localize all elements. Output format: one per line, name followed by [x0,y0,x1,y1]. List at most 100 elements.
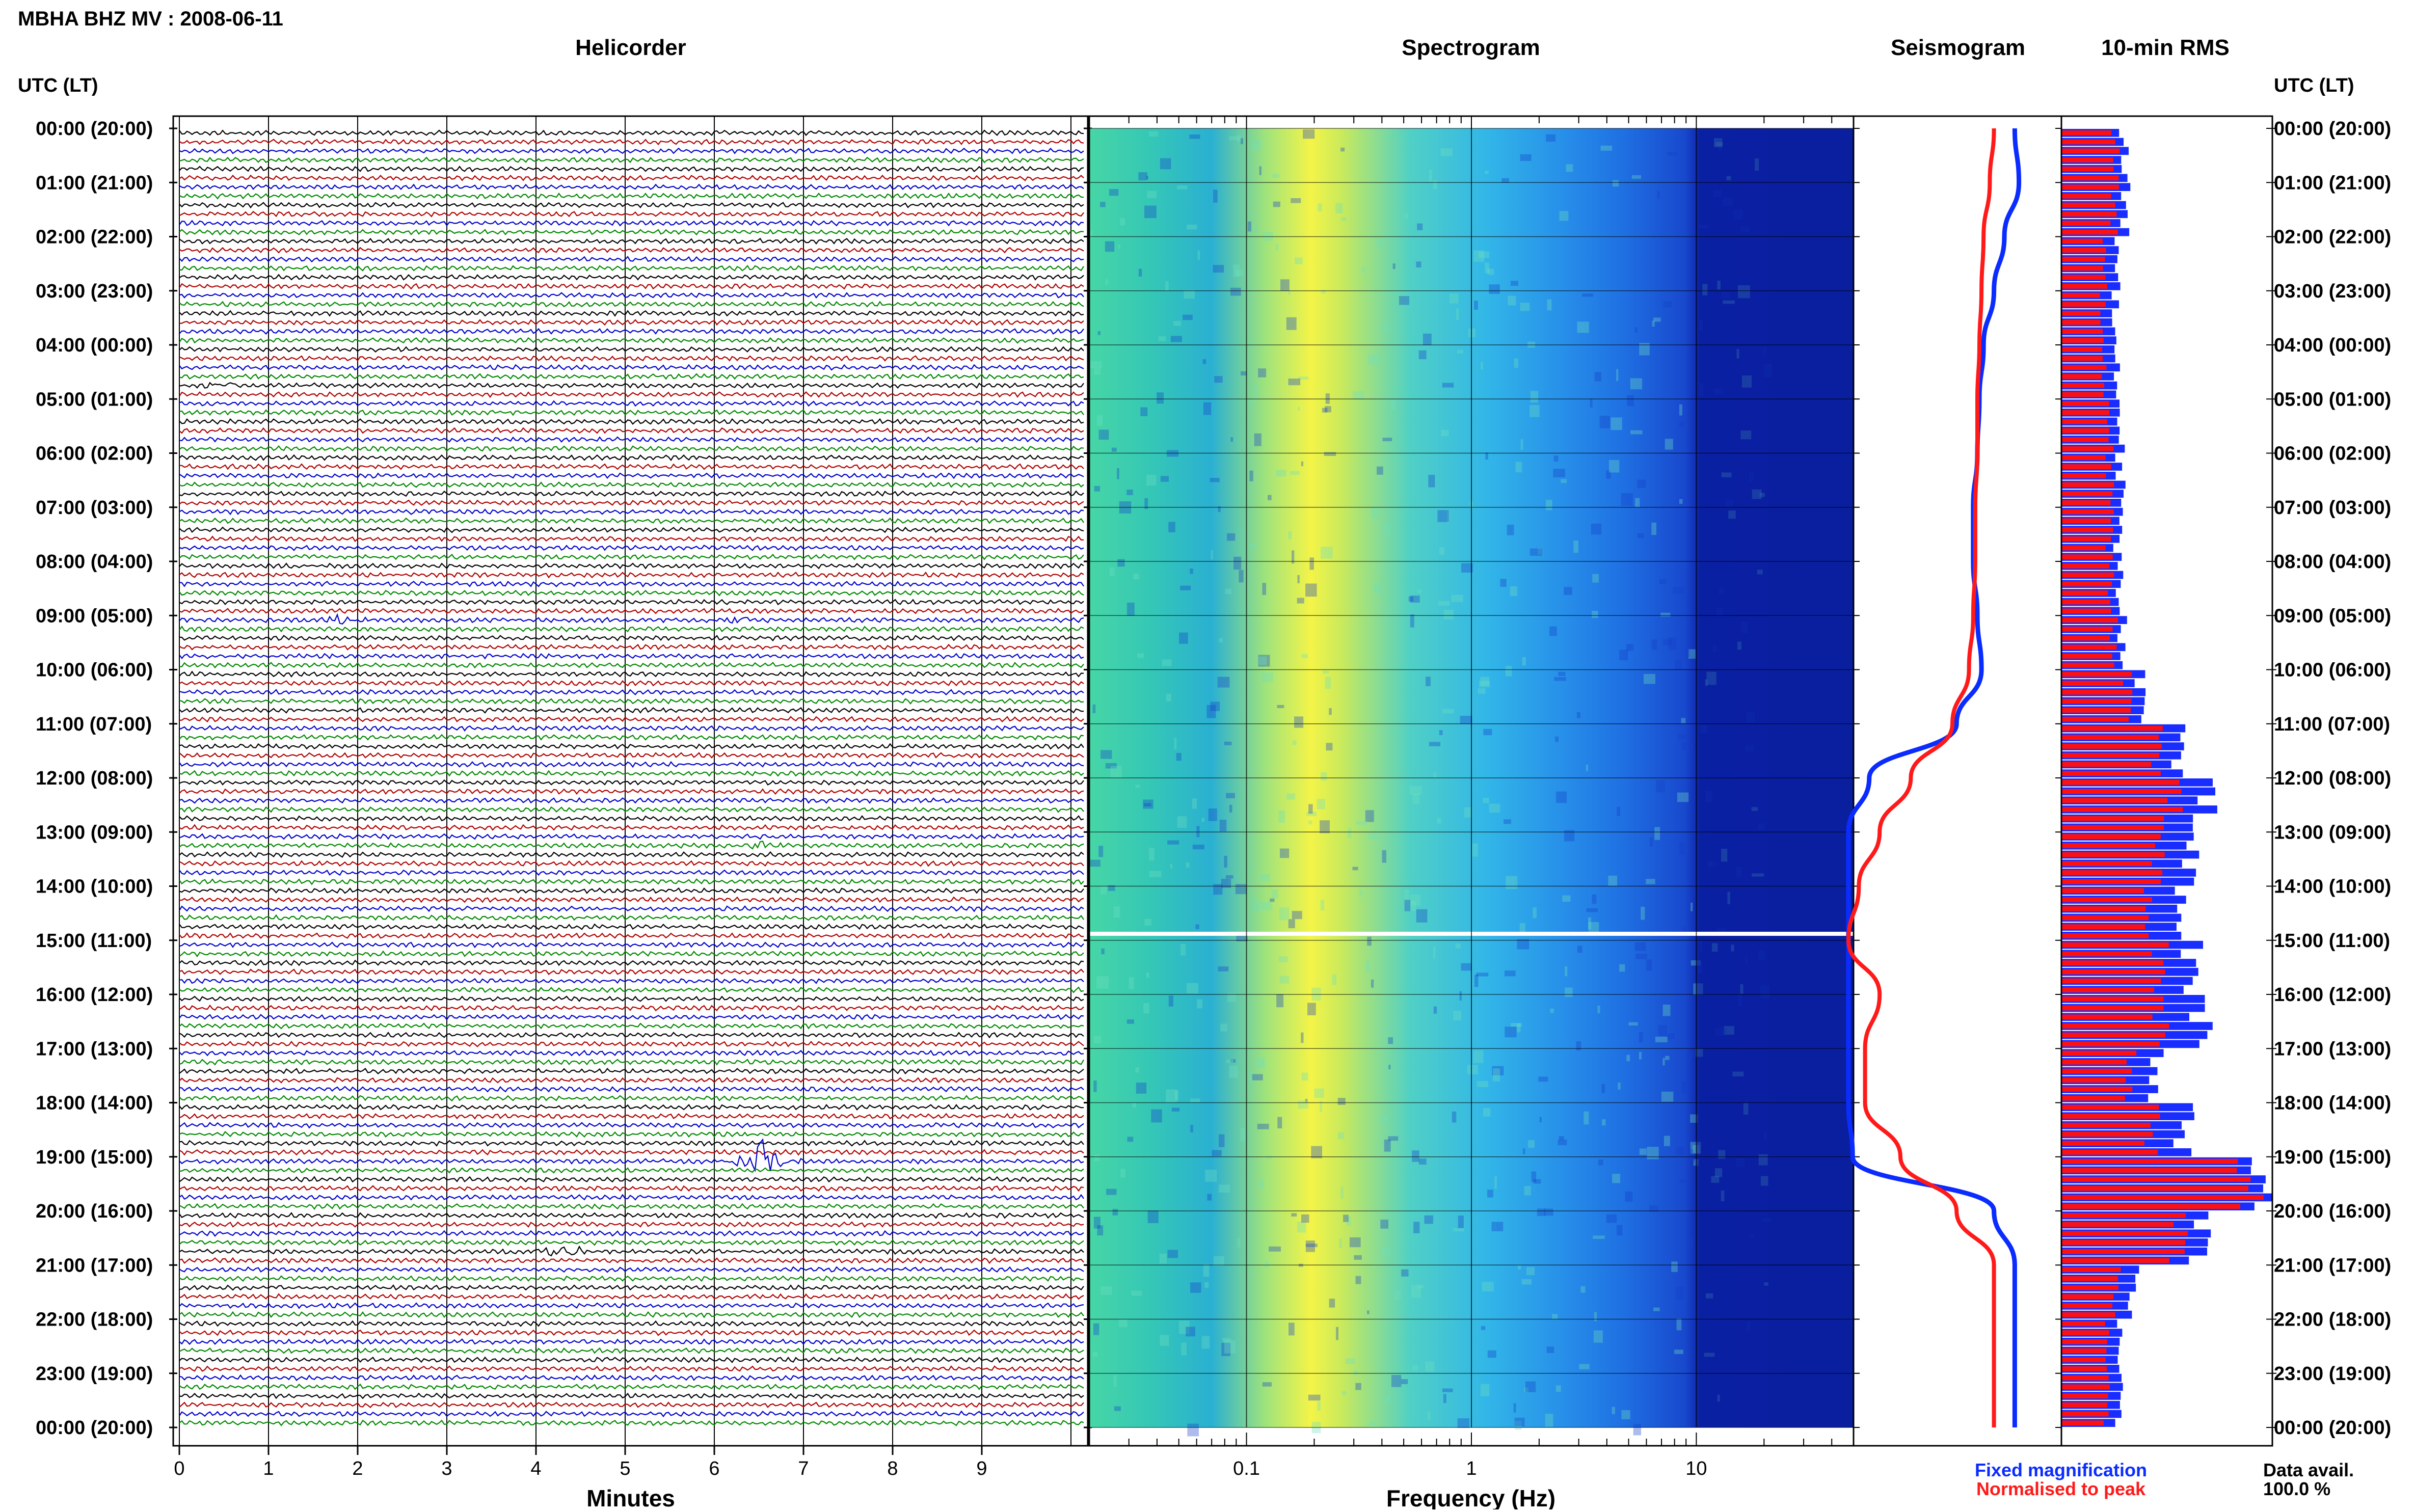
time-label-left: 08:00 (04:00) [36,551,153,573]
time-label-left: 10:00 (06:00) [36,660,153,681]
spectrogram-speckle [1167,1250,1178,1258]
spectrogram-speckle [1654,827,1660,840]
spectrogram-speckle [1297,407,1300,411]
spectrogram-speckle [1653,1307,1660,1311]
spectrogram-speckle [1190,569,1193,574]
spectrogram-speckle [1457,349,1463,354]
spectrogram-speckle [1644,673,1655,684]
spectrogram-speckle [1192,845,1204,850]
helicorder-trace [179,1266,1084,1273]
spectrogram-speckle [1212,1150,1222,1156]
spectrogram-speckle [1525,1381,1536,1392]
spectrogram-speckle [1522,657,1526,666]
helicorder-trace [179,391,1084,398]
helicorder-trace [179,472,1084,479]
spectrogram-speckle [1356,821,1367,825]
frequency-tick-label: 1 [1466,1458,1477,1479]
spectrogram-speckle [1221,879,1231,888]
spectrogram-speckle [1459,991,1462,1001]
spectrogram-speckle [1226,1059,1233,1063]
spectrogram-speckle [1579,1364,1590,1369]
spectrogram-speckle [1681,1081,1692,1093]
rms-bar-normalised [2061,229,2118,235]
rms-bar-normalised [2061,924,2145,929]
rms-bar-normalised [2061,319,2101,325]
spectrogram-speckle [1591,523,1602,535]
spectrogram-speckle [1339,1238,1342,1249]
rms-bar-normalised [2061,735,2159,740]
rms-bar-normalised [2061,888,2144,894]
spectrogram-speckle [1473,250,1485,262]
spectrogram-speckle [1429,742,1440,746]
spectrogram-speckle [1505,666,1512,677]
spectrogram-speckle [1294,716,1304,728]
helicorder-trace [179,572,1084,579]
spectrogram-speckle [1179,1320,1190,1334]
spectrogram-speckle [1093,1217,1101,1229]
spectrogram-speckle [1438,601,1450,606]
rms-bar-normalised [2061,951,2152,957]
rms-bar-normalised [2061,383,2104,388]
spectrogram-speckle [1093,1323,1099,1335]
data-availability-label: Data avail. [2263,1460,2354,1480]
spectrogram-speckle [1682,927,1687,933]
spectrogram-speckle [1230,437,1233,442]
time-label-left: 09:00 (05:00) [36,605,153,627]
rms-bar-normalised [2061,897,2152,902]
spectrogram-speckle [1301,1032,1304,1043]
spectrogram-speckle [1637,533,1644,538]
spectrogram-speckle [1236,269,1244,276]
helicorder-trace [179,1185,1084,1192]
spectrogram-speckle [1483,1108,1491,1117]
helicorder-trace [179,373,1084,380]
spectrogram-speckle [1195,924,1199,929]
spectrogram-speckle [1227,533,1236,541]
spectrogram-speckle [1158,336,1166,341]
spectrogram-speckle [1190,1098,1200,1102]
spectrogram-speckle [1412,1365,1418,1371]
spectrogram-speckle [1280,279,1290,291]
spectrogram-speckle [1249,400,1254,404]
spectrogram-speckle [1385,1395,1390,1401]
rms-bar-normalised [2061,292,2100,298]
spectrogram-speckle [1325,677,1331,689]
minute-tick-label: 2 [352,1458,363,1479]
spectrogram-speckle [1505,970,1516,977]
spectrogram-speckle [1439,547,1444,555]
spectrogram-speckle [1226,793,1235,798]
spectrogram-speckle [1515,462,1522,473]
spectrogram-speckle [1487,1190,1493,1198]
spectrogram-speckle [1594,372,1601,382]
spectrogram-speckle [1106,1189,1117,1195]
rms-bar-normalised [2061,194,2111,199]
spectrogram-speckle [1197,999,1202,1009]
spectrogram-speckle [1479,681,1490,688]
spectrogram-speckle [1258,656,1267,665]
helicorder-trace [179,1032,1084,1039]
rms-bar-normalised [2061,681,2123,686]
spectrogram-speckle [1619,650,1628,660]
helicorder-trace [179,761,1084,768]
spectrogram-speckle [1240,1128,1245,1142]
spectrogram-speckle [1485,171,1489,174]
spectrogram-speckle [1646,959,1652,971]
spectrogram-speckle [1203,1264,1210,1277]
helicorder-trace [179,833,1084,840]
helicorder-trace [179,545,1084,552]
rms-bar-normalised [2061,1231,2188,1236]
helicorder-trace [179,517,1084,524]
rms-bar-normalised [2061,1023,2169,1029]
spectrogram-speckle [1573,541,1578,553]
rms-bar-normalised [2061,1185,2248,1191]
helicorder-trace [179,183,1084,191]
spectrogram-speckle [1410,895,1420,906]
rms-bar-normalised [2061,978,2161,984]
spectrogram-speckle [1606,1214,1617,1223]
spectrogram-speckle [1631,175,1641,179]
rms-bar-normalised [2061,1177,2251,1182]
helicorder-trace [179,1410,1084,1418]
rms-bar-normalised [2061,302,2106,307]
spectrogram-speckle [1213,265,1224,273]
spectrogram-speckle [1094,368,1101,375]
spectrogram-speckle [1685,648,1689,658]
